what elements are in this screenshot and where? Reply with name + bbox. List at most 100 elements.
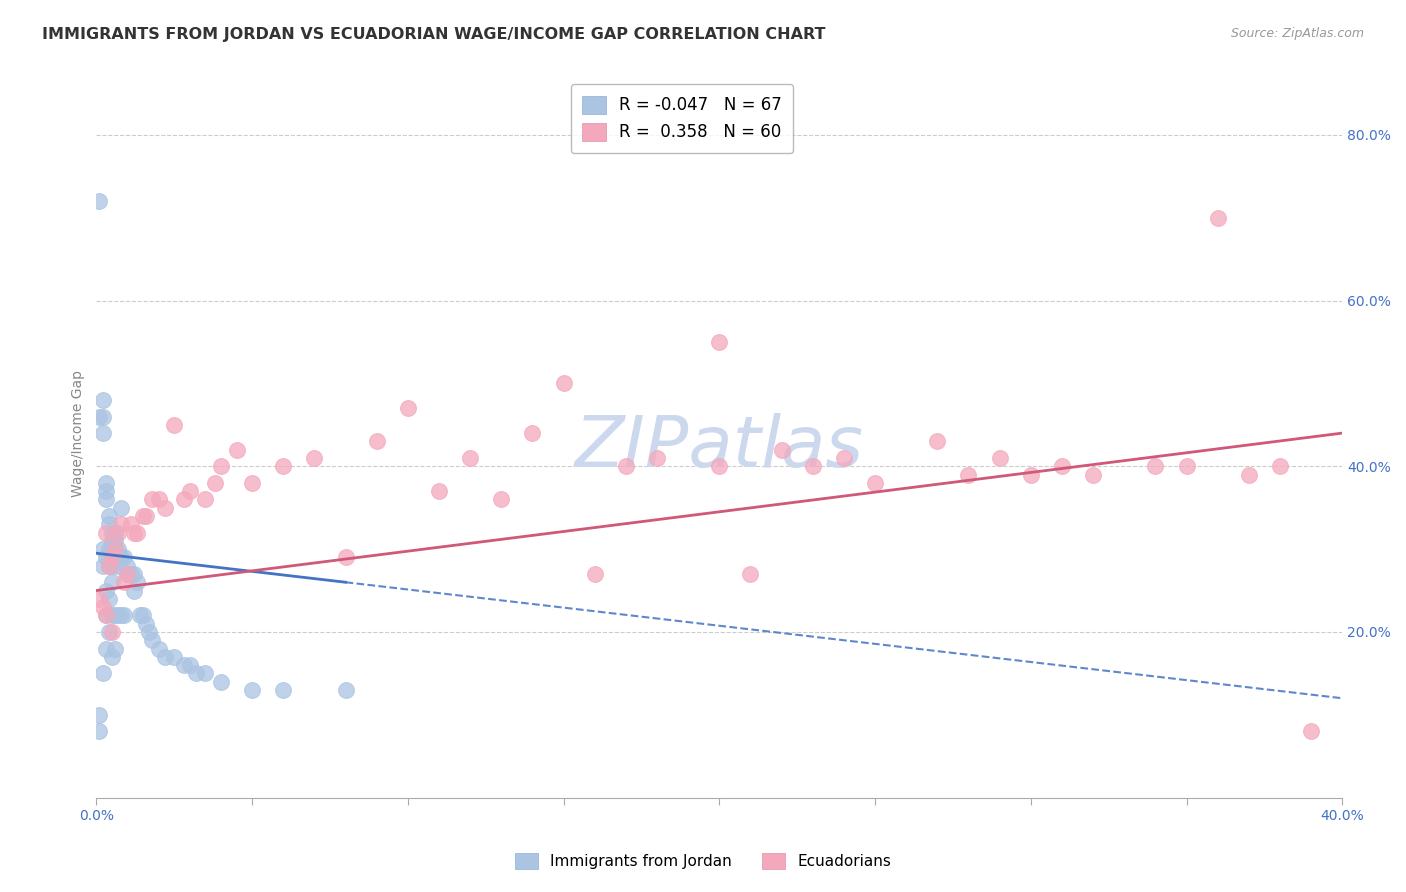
Point <box>957 467 980 482</box>
Point <box>491 492 513 507</box>
Point <box>1301 724 1323 739</box>
Point <box>107 525 129 540</box>
Point <box>770 442 793 457</box>
Point <box>209 459 232 474</box>
Point <box>117 566 139 581</box>
Point <box>91 666 114 681</box>
Point <box>153 649 176 664</box>
Point <box>801 459 824 474</box>
Point <box>101 649 124 664</box>
Point <box>988 450 1011 465</box>
Point <box>927 434 949 449</box>
Point <box>522 426 544 441</box>
Point <box>97 624 120 639</box>
Point <box>173 658 195 673</box>
Point <box>209 674 232 689</box>
Point <box>94 475 117 490</box>
Point <box>101 525 124 540</box>
Point <box>91 558 114 573</box>
Point <box>94 492 117 507</box>
Point <box>107 608 129 623</box>
Point <box>89 724 111 739</box>
Point <box>120 566 142 581</box>
Point <box>91 600 114 615</box>
Point <box>271 682 294 697</box>
Point <box>97 591 120 606</box>
Point <box>240 475 263 490</box>
Point <box>1081 467 1104 482</box>
Point <box>122 525 145 540</box>
Y-axis label: Wage/Income Gap: Wage/Income Gap <box>72 369 86 497</box>
Point <box>179 484 201 499</box>
Point <box>271 459 294 474</box>
Point <box>104 641 127 656</box>
Point <box>94 608 117 623</box>
Text: IMMIGRANTS FROM JORDAN VS ECUADORIAN WAGE/INCOME GAP CORRELATION CHART: IMMIGRANTS FROM JORDAN VS ECUADORIAN WAG… <box>42 27 825 42</box>
Point <box>89 409 111 424</box>
Point <box>225 442 247 457</box>
Point <box>89 707 111 722</box>
Point <box>104 542 127 557</box>
Point <box>194 492 217 507</box>
Point <box>101 542 124 557</box>
Point <box>112 575 135 590</box>
Point <box>1268 459 1291 474</box>
Point <box>645 450 668 465</box>
Point <box>740 566 762 581</box>
Point <box>204 475 226 490</box>
Point <box>335 550 357 565</box>
Point <box>1175 459 1198 474</box>
Point <box>91 409 114 424</box>
Point <box>138 624 160 639</box>
Point <box>89 591 111 606</box>
Point <box>101 624 124 639</box>
Point <box>97 558 120 573</box>
Text: ZIPatlas: ZIPatlas <box>575 413 863 483</box>
Point <box>97 542 120 557</box>
Point <box>112 550 135 565</box>
Point <box>458 450 481 465</box>
Point <box>129 608 152 623</box>
Point <box>97 517 120 532</box>
Point <box>110 550 132 565</box>
Point <box>94 583 117 598</box>
Point <box>614 459 637 474</box>
Point <box>101 550 124 565</box>
Point <box>335 682 357 697</box>
Point <box>112 608 135 623</box>
Point <box>94 608 117 623</box>
Point <box>163 417 186 432</box>
Point <box>141 492 163 507</box>
Point <box>120 517 142 532</box>
Point <box>91 542 114 557</box>
Point <box>117 558 139 573</box>
Point <box>163 649 186 664</box>
Point <box>122 566 145 581</box>
Point <box>832 450 855 465</box>
Point <box>125 525 148 540</box>
Point <box>91 392 114 407</box>
Point <box>110 517 132 532</box>
Point <box>148 641 170 656</box>
Point <box>194 666 217 681</box>
Point <box>173 492 195 507</box>
Point <box>1237 467 1260 482</box>
Point <box>117 566 139 581</box>
Point <box>104 608 127 623</box>
Point <box>153 500 176 515</box>
Point <box>863 475 886 490</box>
Point <box>104 550 127 565</box>
Point <box>101 558 124 573</box>
Point <box>132 608 155 623</box>
Point <box>709 459 731 474</box>
Point <box>396 401 419 416</box>
Point <box>104 542 127 557</box>
Point <box>101 608 124 623</box>
Point <box>135 508 157 523</box>
Point <box>97 558 120 573</box>
Point <box>427 484 450 499</box>
Point <box>141 633 163 648</box>
Point <box>107 542 129 557</box>
Point <box>1019 467 1042 482</box>
Point <box>110 608 132 623</box>
